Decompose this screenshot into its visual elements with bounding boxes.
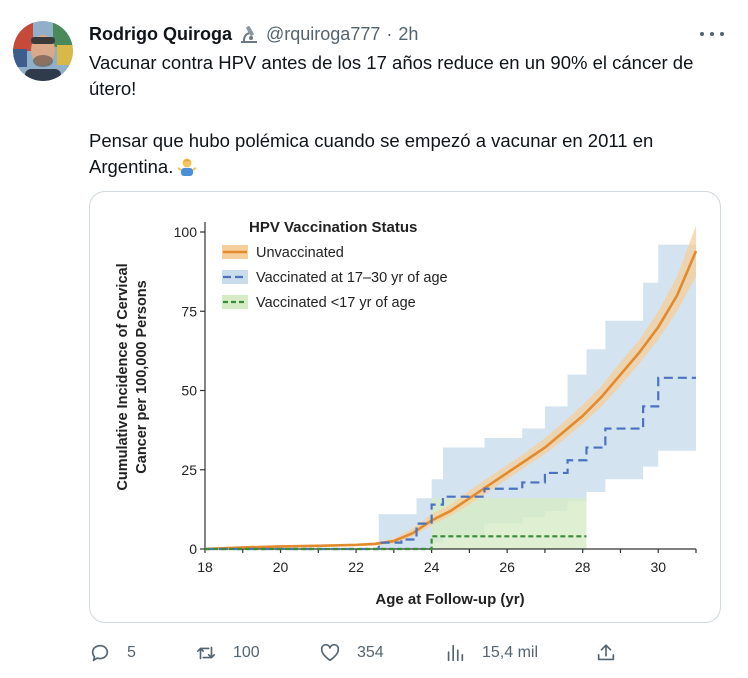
like-count: 354 <box>357 644 384 661</box>
reply-button[interactable]: 5 <box>89 640 136 666</box>
x-tick-label: 28 <box>575 559 591 575</box>
views-icon <box>447 644 464 662</box>
tweet-line-2-text: Pensar que hubo polémica cuando se empez… <box>89 130 654 177</box>
tweet-text: Vacunar contra HPV antes de los 17 años … <box>89 50 729 183</box>
timestamp[interactable]: 2h <box>398 23 419 44</box>
avatar-photo-icon <box>13 21 73 81</box>
y-axis-label-line-1: Cumulative Incidence of Cervical <box>115 263 131 490</box>
meta-separator: · <box>386 23 393 44</box>
author-handle[interactable]: @rquiroga777 <box>266 23 381 44</box>
x-axis-label: Age at Follow-up (yr) <box>375 591 524 608</box>
reply-icon <box>91 644 109 662</box>
y-tick-label: 100 <box>174 224 198 240</box>
confidence-band-1 <box>205 244 696 549</box>
share-icon <box>597 644 615 661</box>
y-tick-label: 0 <box>189 541 197 557</box>
reply-count: 5 <box>127 644 136 661</box>
y-tick-label: 75 <box>181 303 197 319</box>
x-tick-label: 18 <box>197 559 213 575</box>
tweet-line-2: Pensar que hubo polémica cuando se empez… <box>89 128 729 183</box>
like-button[interactable]: 354 <box>319 640 384 666</box>
views-count: 15,4 mil <box>482 644 539 661</box>
x-tick-label: 24 <box>424 559 440 575</box>
x-tick-label: 20 <box>273 559 289 575</box>
tweet-media[interactable]: 0 25 50 75 100 18 20 22 24 26 28 30 HPV Vaccination… <box>89 191 721 623</box>
x-tick-label: 26 <box>499 559 515 575</box>
y-tick-label: 25 <box>181 462 197 478</box>
x-tick-label: 30 <box>650 559 666 575</box>
y-axis-label-line-2: Cancer per 100,000 Persons <box>134 280 150 473</box>
retweet-icon <box>196 646 216 660</box>
legend-title: HPV Vaccination Status <box>249 219 417 236</box>
series-line-2 <box>205 535 587 551</box>
series-line-0 <box>204 250 698 551</box>
tweet-actions: 5 100 354 15,4 mil <box>89 640 629 666</box>
views-button[interactable]: 15,4 mil <box>444 640 538 666</box>
shrug-icon <box>177 156 197 183</box>
retweet-count: 100 <box>233 644 260 661</box>
microscope-icon <box>238 23 260 45</box>
share-button[interactable] <box>595 640 617 666</box>
tweet-line-1: Vacunar contra HPV antes de los 17 años … <box>89 52 694 99</box>
retweet-button[interactable]: 100 <box>195 640 260 666</box>
incidence-chart: 0 25 50 75 100 18 20 22 24 26 28 30 HPV Vaccination… <box>115 219 698 608</box>
legend-entry: Vaccinated at 17–30 yr of age <box>256 270 448 286</box>
tweet-header: Rodrigo Quiroga @rquiroga777 · 2h <box>89 21 732 47</box>
series-line-1 <box>205 376 696 551</box>
author-name[interactable]: Rodrigo Quiroga <box>89 23 232 44</box>
x-tick-label: 22 <box>348 559 364 575</box>
y-tick-label: 50 <box>181 383 197 399</box>
avatar[interactable] <box>13 21 73 81</box>
legend-entry: Vaccinated <17 yr of age <box>256 295 416 311</box>
more-options-icon[interactable] <box>700 26 724 42</box>
heart-icon <box>320 643 340 662</box>
legend-entry: Unvaccinated <box>256 245 344 261</box>
